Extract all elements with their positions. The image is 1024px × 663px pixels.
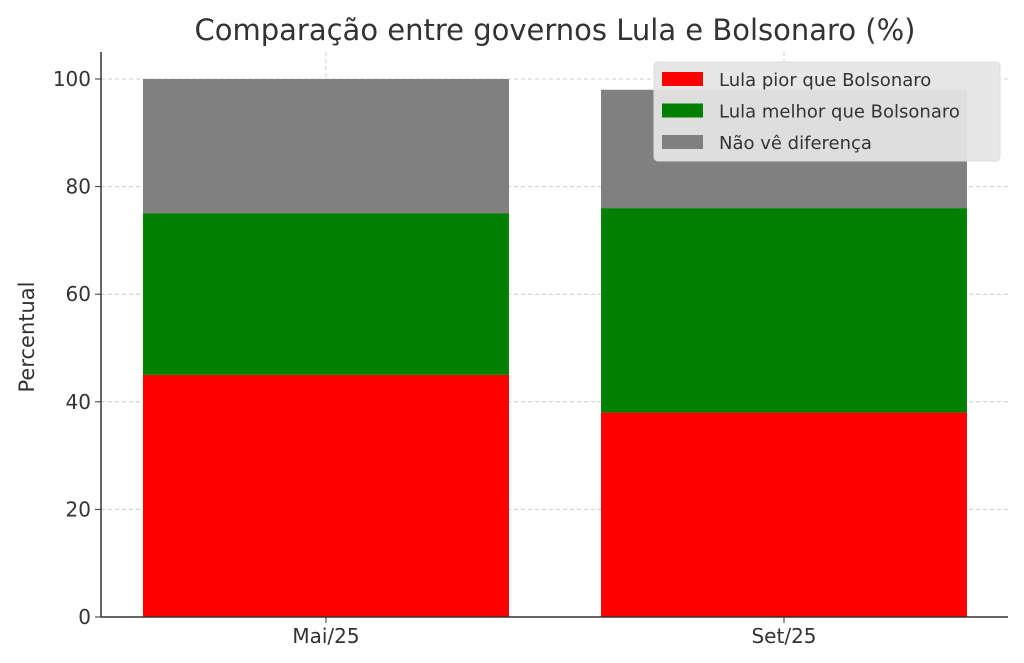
bar-segment xyxy=(601,412,967,617)
legend-box xyxy=(653,61,1001,162)
y-axis-label: Percentual xyxy=(15,281,39,392)
bar-segment xyxy=(143,79,509,214)
legend-label: Lula pior que Bolsonaro xyxy=(719,70,931,91)
legend-label: Lula melhor que Bolsonaro xyxy=(719,102,960,123)
y-tick-label: 80 xyxy=(66,175,91,199)
chart-title: Comparação entre governos Lula e Bolsona… xyxy=(194,13,915,47)
y-tick-label: 20 xyxy=(66,497,91,521)
legend-swatch xyxy=(662,72,703,86)
y-tick-label: 0 xyxy=(78,605,91,629)
x-tick-label: Set/25 xyxy=(751,624,816,648)
y-tick-label: 40 xyxy=(66,390,91,414)
bar-segment xyxy=(143,374,509,617)
legend-swatch xyxy=(662,103,703,118)
y-tick-label: 60 xyxy=(66,282,91,306)
legend-swatch xyxy=(662,135,703,149)
y-tick-label: 100 xyxy=(53,67,91,91)
x-tick-label: Mai/25 xyxy=(292,624,359,648)
bar-segment xyxy=(601,208,967,413)
legend: Lula pior que Bolsonaro Lula melhor que B… xyxy=(653,61,1001,162)
bar-segment xyxy=(143,213,509,375)
legend-label: Não vê diferença xyxy=(719,133,872,154)
